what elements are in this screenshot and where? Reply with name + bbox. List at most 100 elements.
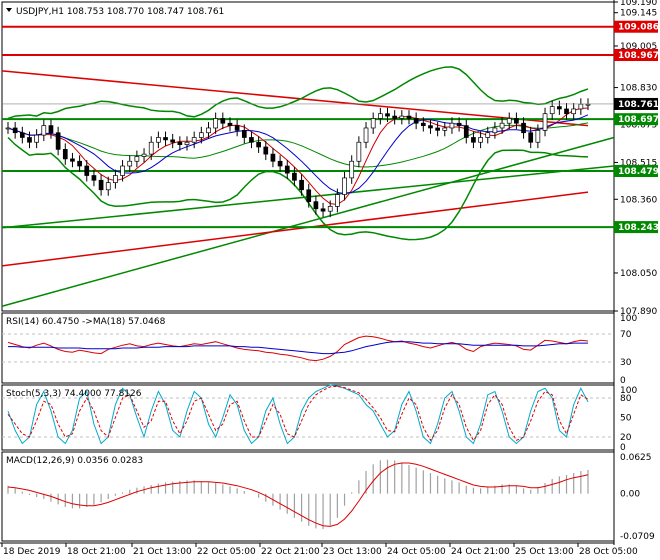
level-label-bg-3 (614, 164, 658, 177)
candle-body (370, 118, 376, 129)
candle-body (62, 149, 68, 160)
candle-body (220, 118, 226, 124)
candle-body (392, 115, 398, 119)
macd-signal-line (7, 462, 589, 527)
candle-body (5, 127, 11, 130)
candle-body (198, 132, 204, 138)
candle-body (70, 158, 75, 162)
candle-body (506, 118, 512, 124)
trendline-red-falling (1, 70, 589, 127)
candle-body (127, 160, 133, 167)
candle-body (113, 175, 118, 183)
price-tick-label: 108.515 (620, 158, 657, 168)
candle-body (463, 125, 469, 138)
rsi-series-0 (7, 335, 589, 362)
time-tick-label: 28 Oct 05:00 (579, 547, 638, 557)
level-label-3: 108.479 (618, 167, 659, 177)
candle-body (98, 179, 104, 191)
level-label-bg-1 (614, 49, 658, 62)
candle-body (27, 137, 32, 143)
time-tick-label: 18 Dec 2019 (3, 547, 61, 557)
bollinger-mid (7, 122, 589, 168)
panel-frame-0 (1, 1, 615, 312)
candle-body (449, 122, 455, 129)
candle-body (549, 106, 555, 115)
candle-body (456, 122, 462, 126)
candle-body (363, 127, 369, 143)
trendline-green-rising (1, 136, 615, 307)
collapse-arrow-icon (6, 8, 12, 12)
price-tick-label: 109.005 (620, 42, 657, 52)
macd-tick-label: -0.0709 (620, 532, 655, 542)
candle-body (55, 132, 61, 150)
candle-body (249, 137, 254, 143)
candle-body (320, 208, 326, 212)
price-title: USDJPY,H1 108.753 108.770 108.747 108.76… (16, 7, 224, 17)
macd-tick-label: 0.00 (620, 490, 640, 500)
candle-body (19, 132, 25, 138)
candle-body (191, 137, 197, 143)
candle-body (578, 103, 584, 110)
candle-body (306, 189, 312, 203)
price-tick-label: 108.675 (620, 120, 657, 130)
candle-body (184, 141, 190, 145)
candle-body (528, 132, 534, 143)
candle-body (557, 106, 562, 110)
ma-fast (7, 107, 589, 206)
time-tick-label: 24 Oct 21:00 (451, 547, 510, 557)
candle-body (385, 113, 390, 117)
candle-body (542, 113, 548, 131)
candle-body (91, 175, 97, 181)
candle-body (84, 165, 90, 176)
candle-body (156, 137, 161, 143)
price-tick-label: 108.830 (620, 84, 657, 94)
level-label-1: 108.967 (618, 51, 659, 61)
candle-body (256, 141, 261, 148)
candle-body (77, 160, 82, 167)
time-tick-label: 22 Oct 21:00 (261, 547, 320, 557)
candle-body (270, 153, 276, 162)
stoch-tick-label: 100 (620, 386, 637, 396)
candle-body (12, 127, 18, 134)
bollinger-lower (7, 136, 589, 241)
rsi-tick-label: 0 (620, 376, 626, 386)
candle-body (399, 115, 405, 119)
rsi-series-1 (8, 341, 588, 355)
candle-body (327, 206, 333, 212)
level-label-bg-4 (614, 221, 658, 234)
candle-body (377, 113, 383, 119)
candle-body (263, 146, 269, 155)
candle-body (284, 165, 290, 174)
stoch-k-line (7, 384, 589, 445)
level-label-bg-2 (614, 113, 658, 126)
candle-body (120, 165, 125, 176)
current-price-bg (614, 97, 658, 110)
candle-body (514, 118, 519, 124)
price-tick-label: 109.145 (620, 9, 657, 19)
candle-body (442, 127, 448, 131)
candle-body (356, 141, 362, 162)
time-tick-label: 21 Oct 13:00 (133, 547, 192, 557)
stoch-title: Stoch(5,3,3) 74.4000 77.8126 (6, 389, 142, 399)
candle-body (413, 118, 419, 124)
candle-body (571, 108, 577, 115)
candle-body (585, 103, 591, 106)
candle-body (241, 130, 247, 138)
candle-body (213, 118, 219, 129)
trendline-red-rising (1, 191, 589, 267)
level-label-2: 108.697 (618, 115, 659, 125)
price-tick-label: 109.190 (620, 0, 657, 8)
level-label-bg-0 (614, 20, 658, 33)
candle-body (313, 201, 319, 210)
candle-body (41, 125, 47, 136)
stoch-tick-label: 80 (620, 394, 632, 404)
candle-body (34, 134, 39, 143)
level-label-4: 108.243 (618, 223, 659, 233)
candle-body (492, 127, 498, 134)
stoch-tick-label: 20 (620, 433, 632, 443)
time-tick-label: 18 Oct 21:00 (67, 547, 126, 557)
candle-body (148, 141, 154, 155)
candle-body (292, 172, 297, 181)
time-tick-label: 23 Oct 13:00 (323, 547, 382, 557)
